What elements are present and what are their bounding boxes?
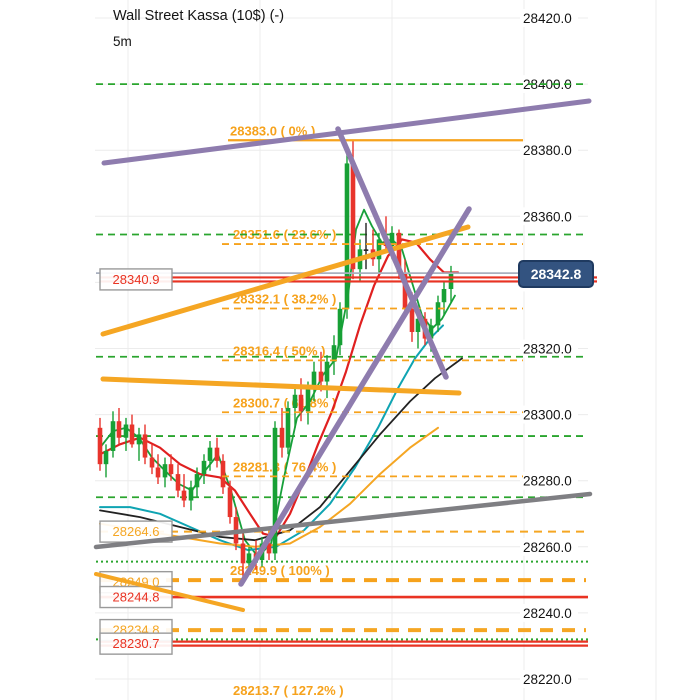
timeframe-label[interactable]: 5m [113, 34, 132, 49]
fib-level-label: 28300.7 ( 61.8% ) [233, 395, 336, 410]
candle-body [279, 427, 285, 448]
candle-body [363, 249, 369, 251]
y-axis-tick-label: 28320.0 [523, 342, 572, 357]
fib-level-label: 28249.9 ( 100% ) [230, 563, 330, 578]
price-label-box [99, 585, 173, 609]
candle-body [298, 394, 304, 412]
ma-red-line [98, 238, 460, 538]
axis-label-bg [520, 75, 578, 94]
orange-rising-channel [100, 224, 471, 337]
fib-level-label: 28351.6 ( 23.6% ) [233, 227, 336, 242]
candle-body [285, 407, 291, 448]
candle-body [305, 388, 311, 412]
y-axis-tick-label: 28380.0 [523, 143, 572, 158]
candle-body [272, 427, 278, 554]
axis-label-bg [520, 207, 578, 226]
fib-level-label: 28316.4 ( 50% ) [233, 343, 326, 358]
chart-title: Wall Street Kassa (10$) (-) [113, 8, 285, 24]
candle-body [188, 487, 194, 501]
candle-body [402, 272, 408, 309]
candle-body [409, 308, 415, 332]
price-label-text: 28264.6 [113, 524, 160, 539]
gray-rising-support [93, 491, 593, 550]
candle-body [266, 543, 272, 554]
purple-rising [238, 206, 472, 587]
candle-body [324, 361, 330, 382]
y-axis-tick-label: 28360.0 [523, 209, 572, 224]
candle-body [201, 460, 207, 475]
candle-body [389, 232, 395, 247]
axis-label-bg [520, 537, 578, 556]
candle-body [123, 424, 129, 438]
y-axis-tick-label: 28240.0 [523, 606, 572, 621]
candle-body [441, 289, 447, 303]
candle-body [97, 427, 103, 465]
candle-body [350, 163, 356, 270]
candle-body [110, 421, 116, 451]
candle-body [220, 460, 226, 488]
y-axis-tick-label: 28420.0 [523, 11, 572, 26]
last-price-badge: 28342.8 [518, 260, 594, 288]
fib-level-label: 28383.0 ( 0% ) [230, 123, 315, 138]
candle-body [292, 394, 298, 408]
candle-body [103, 450, 109, 465]
candle-body [181, 490, 187, 501]
candle-body [149, 457, 155, 468]
candle-body [246, 553, 252, 564]
orange-falling-left [94, 572, 245, 612]
candle-body [331, 345, 337, 362]
y-axis-tick-label: 28280.0 [523, 474, 572, 489]
orange-flat-resistance [100, 376, 462, 396]
candle-body [311, 371, 317, 389]
candle-body [344, 163, 350, 309]
candle-body [168, 464, 174, 475]
purple-long-resistance [101, 98, 592, 166]
candle-body [136, 434, 142, 445]
candle-body [214, 447, 220, 461]
fib-level-label: 28213.7 ( 127.2% ) [233, 683, 344, 698]
axis-label-bg [520, 471, 578, 490]
axis-label-bg [520, 339, 578, 358]
candle-body [415, 318, 421, 332]
y-axis-tick-label: 28300.0 [523, 408, 572, 423]
candle-body [435, 302, 441, 326]
candle-body [376, 239, 382, 260]
candle-body [227, 487, 233, 518]
candle-body [428, 325, 434, 339]
ma-black-line [99, 357, 463, 542]
ma-teal-line [99, 324, 444, 552]
candle-body [318, 371, 324, 382]
candle-body [129, 424, 135, 445]
axis-label-bg [520, 603, 578, 622]
candle-body [162, 464, 168, 478]
axis-label-bg [520, 670, 578, 688]
axis-label-bg [520, 9, 578, 27]
candle-body [396, 232, 402, 273]
candle-body [175, 474, 181, 491]
price-label-text: 28230.7 [113, 636, 160, 651]
candle-body [194, 474, 200, 488]
candle-body [155, 467, 161, 478]
candle-body [240, 543, 246, 564]
price-label-text: 28340.9 [113, 272, 160, 287]
candle-body [116, 421, 122, 438]
y-axis-tick-label: 28400.0 [523, 77, 572, 92]
price-label-box [99, 632, 173, 655]
axis-label-bg [520, 141, 578, 160]
candle-body [207, 447, 213, 461]
purple-falling [335, 126, 449, 380]
price-label-text: 28244.8 [113, 590, 160, 605]
y-axis-tick-label: 28260.0 [523, 540, 572, 555]
y-axis-tick-label: 28220.0 [523, 672, 572, 687]
fib-level-label: 28332.1 ( 38.2% ) [233, 292, 336, 307]
price-label-box [99, 268, 173, 291]
candle-body [142, 434, 148, 458]
candle-body [337, 308, 343, 346]
axis-label-bg [520, 405, 578, 424]
